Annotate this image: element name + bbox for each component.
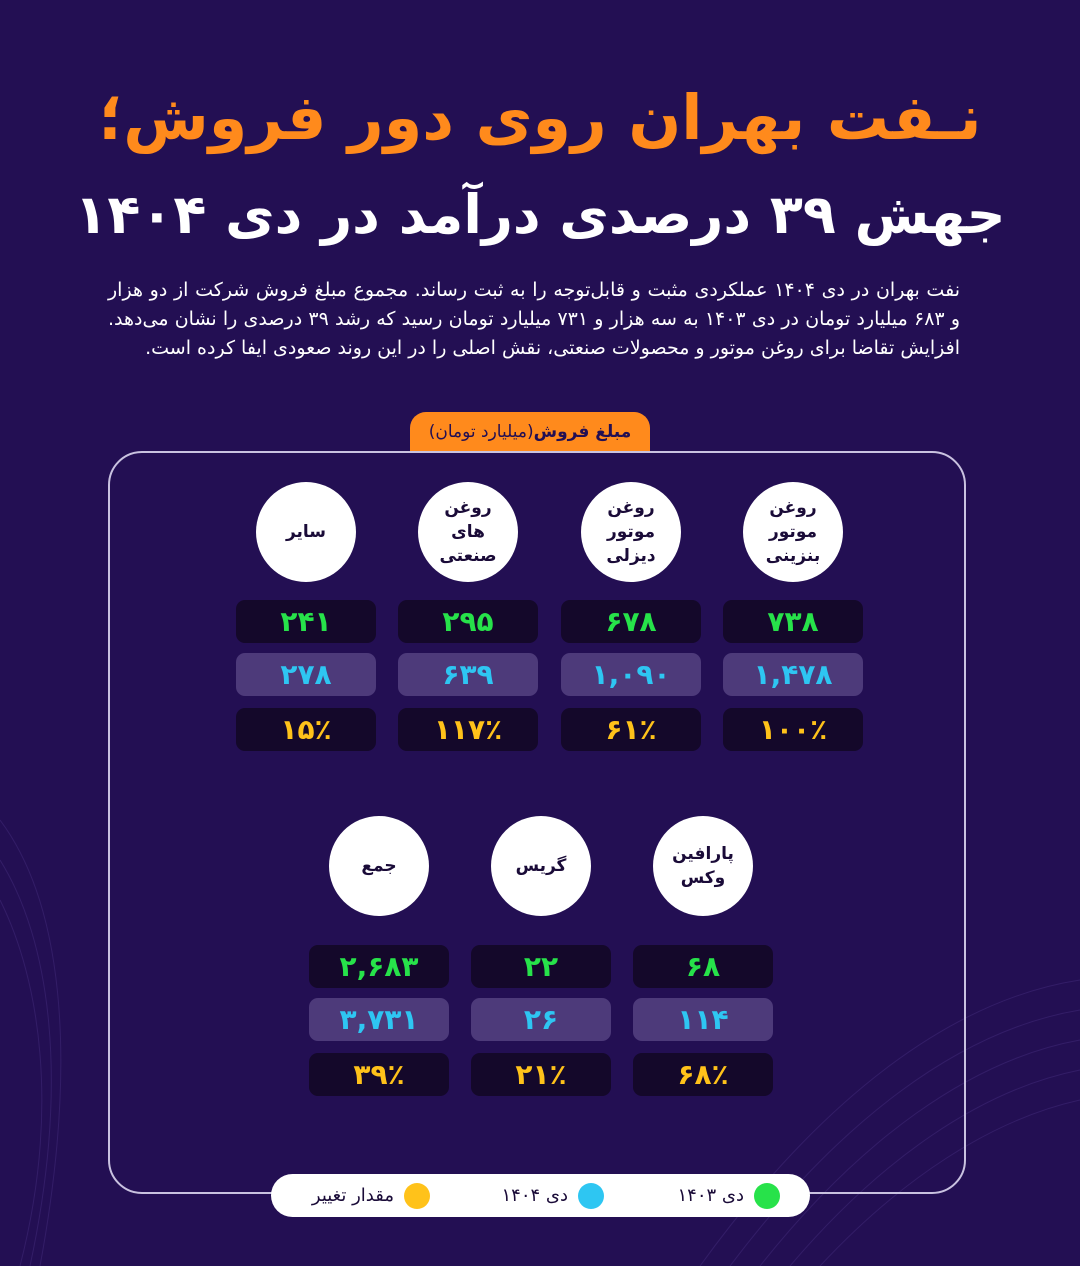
value-current: ۱۱۴ — [633, 998, 773, 1041]
legend-item-change: مقدار تغییر — [312, 1174, 430, 1217]
value-current: ۲۶ — [471, 998, 611, 1041]
main-subtitle: جهش ۳۹ درصدی درآمد در دی ۱۴۰۴ — [74, 183, 1006, 246]
value-prev: ۲,۶۸۳ — [309, 945, 449, 988]
value-change: ۳۹٪ — [309, 1053, 449, 1096]
value-current: ۲۷۸ — [236, 653, 376, 696]
panel-label-bold: مبلغ فروش — [533, 422, 632, 442]
value-change: ۱۵٪ — [236, 708, 376, 751]
value-prev: ۶۸ — [633, 945, 773, 988]
category-label: جمع — [329, 816, 429, 916]
legend: دی ۱۴۰۳ دی ۱۴۰۴ مقدار تغییر — [271, 1174, 810, 1217]
category-label: روغن های صنعتی — [418, 482, 518, 582]
value-current: ۳,۷۳۱ — [309, 998, 449, 1041]
value-change: ۲۱٪ — [471, 1053, 611, 1096]
value-prev: ۷۳۸ — [723, 600, 863, 643]
value-prev: ۲۴۱ — [236, 600, 376, 643]
value-change: ۶۸٪ — [633, 1053, 773, 1096]
value-current: ۱,۴۷۸ — [723, 653, 863, 696]
legend-current-dot-icon — [578, 1182, 604, 1209]
legend-prev-dot-icon — [754, 1182, 780, 1209]
value-prev: ۲۲ — [471, 945, 611, 988]
main-title: نـفت بهران روی دور فروش؛ — [98, 81, 982, 154]
value-prev: ۲۹۵ — [398, 600, 538, 643]
legend-current-label: دی ۱۴۰۴ — [501, 1185, 569, 1206]
legend-change-dot-icon — [404, 1182, 430, 1209]
value-change: ۶۱٪ — [561, 708, 701, 751]
category-label: سایر — [256, 482, 356, 582]
legend-item-current: دی ۱۴۰۴ — [501, 1174, 604, 1217]
category-label: پارافین وکس — [653, 816, 753, 916]
value-current: ۱,۰۹۰ — [561, 653, 701, 696]
value-change: ۱۰۰٪ — [723, 708, 863, 751]
category-label: روغن موتور دیزلی — [581, 482, 681, 582]
legend-change-label: مقدار تغییر — [311, 1185, 394, 1206]
value-change: ۱۱۷٪ — [398, 708, 538, 751]
category-label: روغن موتور بنزینی — [743, 482, 843, 582]
panel-label: مبلغ فروش(میلیارد تومان) — [410, 412, 650, 452]
value-current: ۶۳۹ — [398, 653, 538, 696]
category-label: گریس — [491, 816, 591, 916]
intro-paragraph: نفت بهران در دی ۱۴۰۴ عملکردی مثبت و قابل… — [108, 279, 960, 359]
legend-item-prev-wrap: دی ۱۴۰۳ — [677, 1174, 780, 1217]
panel-label-unit: (میلیارد تومان) — [428, 422, 534, 442]
value-prev: ۶۷۸ — [561, 600, 701, 643]
legend-prev-label: دی ۱۴۰۳ — [677, 1185, 745, 1206]
